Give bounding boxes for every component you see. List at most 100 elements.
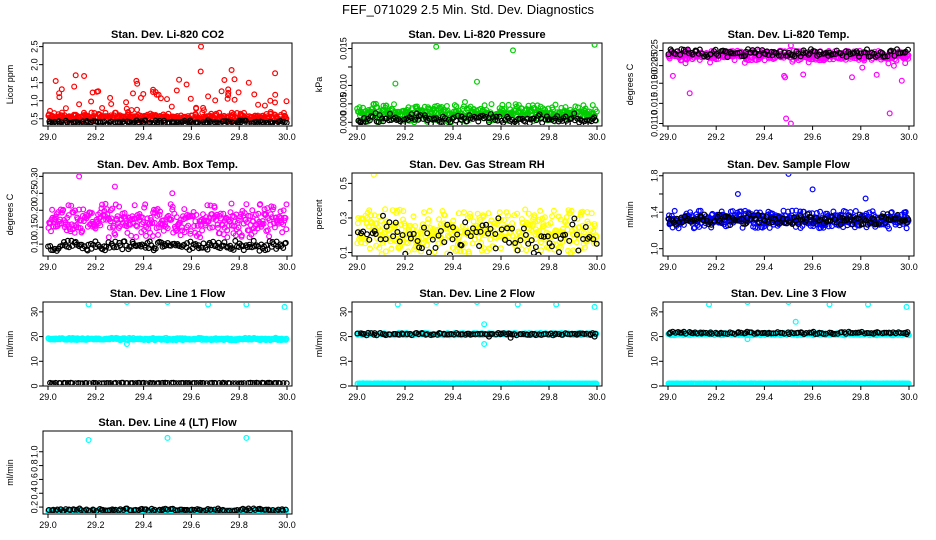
data-point-primary — [522, 206, 529, 213]
data-point-secondary — [454, 112, 461, 119]
x-tick-label: 29.0 — [659, 132, 677, 142]
data-point-secondary — [424, 331, 431, 338]
data-points — [665, 44, 912, 125]
data-point-primary — [366, 207, 373, 214]
data-point-primary — [198, 44, 204, 50]
x-tick-label: 30.0 — [278, 262, 296, 272]
data-point-secondary — [724, 54, 731, 61]
data-point-primary — [873, 71, 880, 78]
data-point-primary — [590, 228, 597, 235]
data-point-secondary — [676, 218, 683, 225]
data-point-secondary — [559, 117, 566, 124]
data-point-secondary — [552, 233, 559, 240]
data-point-primary — [71, 229, 78, 236]
x-tick-label: 29.6 — [492, 262, 510, 272]
data-point-primary — [134, 223, 141, 230]
y-axis-label: percent — [314, 199, 324, 230]
data-point-secondary — [360, 228, 367, 235]
data-point-primary — [412, 223, 419, 230]
data-point-secondary — [510, 120, 517, 125]
data-point-primary — [209, 224, 216, 231]
data-point-primary — [200, 104, 207, 111]
data-point-secondary — [171, 119, 178, 125]
data-point-primary — [272, 91, 279, 98]
panel-title: Stan. Dev. Li-820 CO2 — [111, 29, 224, 41]
data-point-primary — [283, 226, 290, 233]
data-point-primary — [149, 220, 156, 227]
data-point-primary — [140, 219, 147, 226]
data-point-secondary — [522, 231, 529, 238]
y-tick-label: 1.0 — [649, 242, 659, 255]
data-point-primary — [734, 191, 741, 198]
data-point-primary — [142, 201, 149, 208]
data-point-secondary — [715, 52, 722, 59]
data-point-primary — [108, 100, 115, 107]
data-point-secondary — [203, 380, 210, 385]
plot-frame — [351, 172, 603, 257]
data-point-primary — [525, 210, 532, 217]
x-tick-label: 29.4 — [444, 132, 462, 142]
data-point-secondary — [50, 380, 57, 385]
data-point-primary — [787, 120, 794, 125]
data-point-secondary — [544, 233, 551, 240]
data-point-secondary — [62, 380, 69, 385]
x-tick-label: 29.8 — [230, 132, 248, 142]
data-point-primary — [371, 108, 378, 115]
data-point-secondary — [882, 220, 889, 227]
y-tick-label: 20 — [649, 332, 659, 342]
data-point-primary — [195, 231, 202, 238]
y-tick-label: 30 — [338, 307, 348, 317]
data-point-secondary — [408, 115, 415, 122]
y-tick-label: 20 — [338, 332, 348, 342]
data-point-primary — [474, 303, 480, 305]
data-point-primary — [393, 238, 400, 245]
data-point-primary — [503, 209, 510, 216]
data-point-primary — [669, 72, 676, 79]
data-point-secondary — [248, 120, 255, 125]
data-point-primary — [282, 215, 289, 222]
x-tick-label: 29.6 — [804, 262, 822, 272]
data-point-primary — [902, 209, 909, 216]
x-tick-label: 29.2 — [707, 392, 725, 402]
data-point-primary — [221, 76, 228, 83]
data-point-secondary — [846, 214, 853, 221]
data-point-secondary — [241, 380, 248, 385]
data-point-secondary — [103, 243, 110, 250]
data-point-secondary — [164, 380, 171, 385]
data-point-secondary — [873, 221, 880, 228]
data-point-secondary — [394, 229, 401, 236]
x-tick-label: 29.8 — [230, 392, 248, 402]
data-point-secondary — [221, 239, 228, 246]
data-point-secondary — [56, 120, 63, 125]
data-point-primary — [46, 107, 53, 114]
data-point-primary — [280, 109, 287, 116]
data-point-secondary — [396, 331, 403, 338]
y-tick-label: 2.0 — [29, 58, 39, 71]
data-point-primary — [902, 60, 909, 67]
data-point-primary — [387, 238, 394, 245]
data-point-primary — [235, 89, 242, 96]
x-tick-label: 29.0 — [39, 262, 57, 272]
data-point-primary — [88, 98, 95, 105]
x-tick-label: 29.4 — [444, 262, 462, 272]
data-point-secondary — [564, 120, 571, 125]
y-tick-label: 10 — [29, 356, 39, 366]
data-point-secondary — [407, 235, 414, 242]
data-point-primary — [514, 303, 521, 308]
data-point-primary — [466, 250, 472, 255]
data-point-secondary — [184, 240, 191, 247]
data-point-primary — [72, 207, 79, 214]
data-point-secondary — [486, 333, 493, 340]
data-point-secondary — [569, 221, 576, 228]
data-point-secondary — [877, 214, 884, 221]
data-point-secondary — [905, 216, 912, 223]
data-point-secondary — [530, 249, 537, 255]
data-point-primary — [426, 207, 433, 214]
data-point-primary — [836, 220, 843, 227]
data-point-secondary — [864, 221, 871, 228]
data-point-primary — [62, 105, 69, 112]
y-tick-label: 0 — [29, 383, 39, 388]
data-point-secondary — [843, 53, 850, 60]
